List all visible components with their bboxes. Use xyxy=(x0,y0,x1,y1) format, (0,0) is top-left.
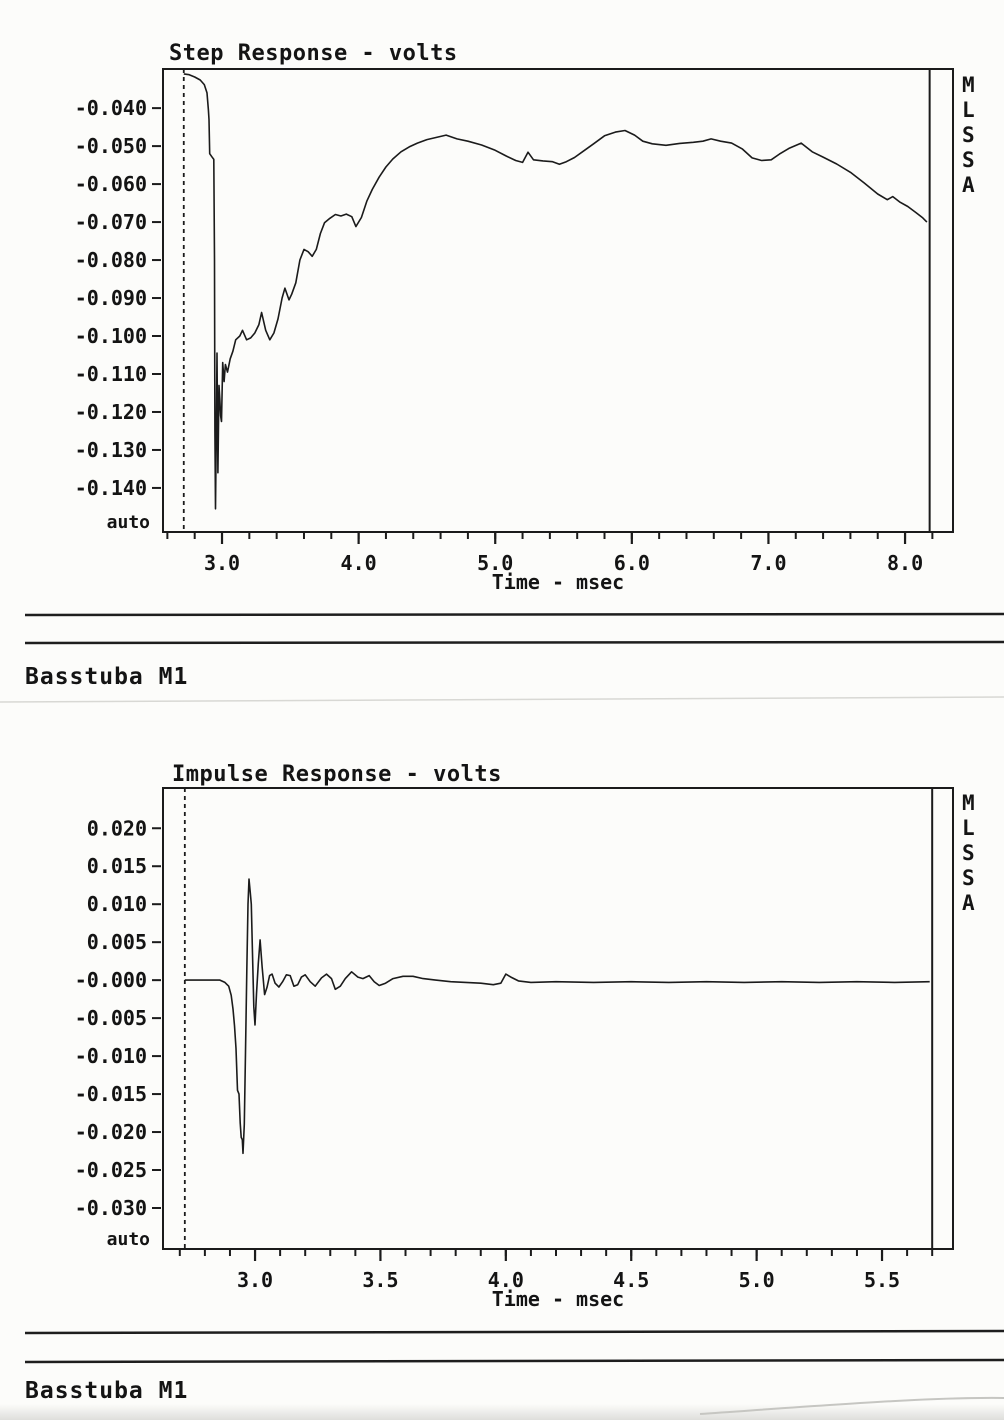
x-axis-label: Time - msec xyxy=(492,570,624,594)
plot-border xyxy=(162,68,954,533)
separator-rule xyxy=(24,1358,1004,1364)
y-tick-label: -0.010 xyxy=(75,1044,147,1068)
x-tick-label: 4.5 xyxy=(613,1268,649,1292)
y-tick-label: -0.080 xyxy=(75,248,147,272)
y-tick-label: -0.100 xyxy=(75,324,147,348)
x-tick-label: 4.0 xyxy=(341,551,377,575)
y-tick-label: -0.110 xyxy=(75,362,147,386)
x-tick-label: 5.5 xyxy=(864,1268,900,1292)
y-axis-auto-label: auto xyxy=(107,512,150,533)
separator-rule xyxy=(24,1329,1004,1335)
step-response-curve xyxy=(183,73,928,510)
x-tick-label: 8.0 xyxy=(887,551,923,575)
y-tick-label: -0.070 xyxy=(75,210,147,234)
x-tick-label: 5.0 xyxy=(477,551,513,575)
chart-title: Impulse Response - volts xyxy=(172,762,502,787)
x-tick-label: 3.5 xyxy=(362,1268,398,1292)
x-tick-label: 3.0 xyxy=(237,1268,273,1292)
x-tick-label: 7.0 xyxy=(750,551,786,575)
y-tick-label: -0.140 xyxy=(75,476,147,500)
x-tick-label: 3.0 xyxy=(204,551,240,575)
y-tick-label: -0.025 xyxy=(75,1158,147,1182)
y-tick-label: -0.050 xyxy=(75,134,147,158)
y-tick-label: -0.005 xyxy=(75,1006,147,1030)
separator-rule xyxy=(24,612,1004,617)
y-tick-label: -0.000 xyxy=(75,968,147,992)
y-tick-label: -0.130 xyxy=(75,438,147,462)
y-tick-label: -0.020 xyxy=(75,1120,147,1144)
y-axis-auto-label: auto xyxy=(107,1229,150,1250)
y-tick-label: 0.010 xyxy=(87,892,147,916)
scan-edge-shadow xyxy=(0,1404,1004,1420)
device-label: Basstuba M1 xyxy=(25,664,188,690)
chart-title: Step Response - volts xyxy=(169,41,458,66)
y-tick-label: 0.005 xyxy=(87,930,147,954)
y-tick-label: -0.040 xyxy=(75,96,147,120)
y-tick-label: -0.030 xyxy=(75,1196,147,1220)
plot-border xyxy=(162,787,954,1250)
x-tick-label: 5.0 xyxy=(739,1268,775,1292)
impulse-response-curve xyxy=(184,878,930,1155)
step-response-chart: Step Response - volts Time - msec auto M… xyxy=(75,41,975,594)
x-axis-label: Time - msec xyxy=(492,1287,624,1311)
y-tick-label: -0.120 xyxy=(75,400,147,424)
separator-rule xyxy=(24,640,1004,645)
y-tick-label: -0.090 xyxy=(75,286,147,310)
y-tick-label: 0.020 xyxy=(87,816,147,840)
device-label: Basstuba M1 xyxy=(25,1378,188,1404)
x-tick-label: 6.0 xyxy=(614,551,650,575)
impulse-response-chart: Impulse Response - volts Time - msec aut… xyxy=(75,762,975,1311)
page-crease-artifact xyxy=(0,696,1004,703)
y-tick-label: -0.060 xyxy=(75,172,147,196)
y-tick-label: -0.015 xyxy=(75,1082,147,1106)
x-tick-label: 4.0 xyxy=(488,1268,524,1292)
y-tick-label: 0.015 xyxy=(87,854,147,878)
